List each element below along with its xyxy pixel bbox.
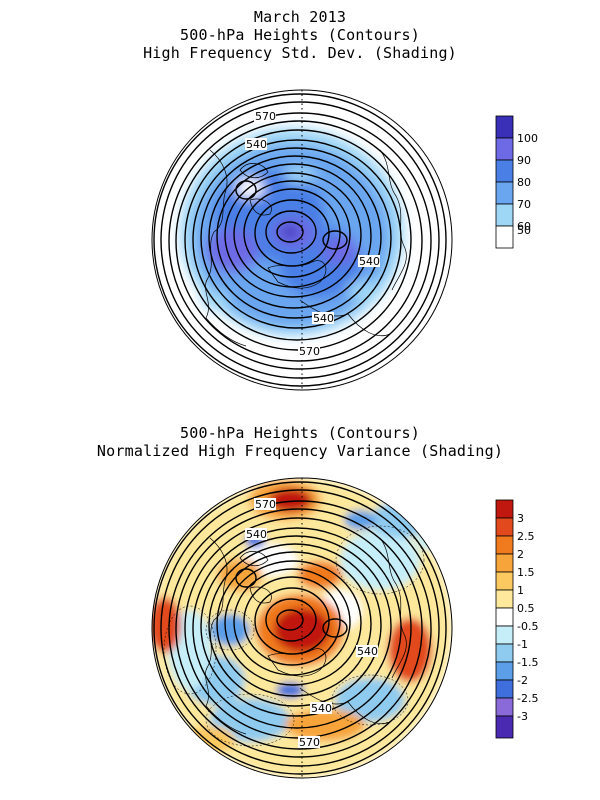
top-title-line-2: 500-hPa Heights (Contours) — [180, 26, 420, 44]
bottom-colorbar-label-1.5: 1.5 — [517, 566, 535, 579]
bottom-colorbar-swatch-7 — [495, 625, 514, 645]
top-colorbar-swatch-2 — [495, 159, 514, 183]
top-height-contours — [153, 93, 447, 387]
bottom-contour-label-570-north: 570 — [255, 498, 276, 511]
bottom-colorbar-label-neg-2.5: -2.5 — [517, 692, 538, 705]
bottom-colorbar-label-neg-0.5: -0.5 — [517, 620, 538, 633]
top-colorbar-swatch-5 — [495, 225, 514, 249]
top-colorbar-label-60: 60 — [517, 220, 531, 233]
bottom-colorbar-swatch-4 — [495, 571, 514, 591]
bottom-colorbar: 3 2.5 2 1.5 1 0.5 -0.5 -1 -1.5 -2 -2.5 -… — [495, 499, 538, 739]
bottom-title-line-1: 500-hPa Heights (Contours) — [180, 424, 420, 442]
bottom-colorbar-swatch-12 — [495, 715, 514, 739]
top-contour-label-540-south: 540 — [313, 312, 334, 325]
top-coastlines — [205, 149, 407, 347]
bottom-colorbar-swatch-6 — [495, 607, 514, 627]
top-colorbar-swatch-0 — [495, 115, 514, 139]
top-colorbar-swatch-4 — [495, 203, 514, 227]
top-colorbar-label-80: 80 — [517, 176, 531, 189]
bottom-colorbar-label-neg-1: -1 — [517, 638, 528, 651]
bottom-colorbar-swatch-10 — [495, 679, 514, 699]
bottom-colorbar-swatch-11 — [495, 697, 514, 717]
top-map: 570 540 540 540 570 — [151, 89, 453, 391]
bottom-contour-labels: 570 540 540 540 570 — [245, 498, 378, 749]
bottom-contour-label-540-south: 540 — [311, 702, 332, 715]
top-colorbar-swatch-1 — [495, 137, 514, 161]
bottom-colorbar-label-neg-3: -3 — [517, 710, 528, 723]
bottom-colorbar-swatch-5 — [495, 589, 514, 609]
top-contour-label-570-south: 570 — [299, 345, 320, 358]
top-title-line-1: March 2013 — [253, 8, 347, 26]
bottom-colorbar-label-1: 1 — [517, 584, 524, 597]
bottom-contour-label-540-north: 540 — [246, 528, 267, 541]
bottom-map: 570 540 540 540 570 — [151, 477, 453, 779]
top-colorbar-label-70: 70 — [517, 198, 531, 211]
bottom-colorbar-label-2.5: 2.5 — [517, 530, 535, 543]
bottom-coastlines — [205, 537, 407, 735]
bottom-colorbar-label-neg-1.5: -1.5 — [517, 656, 538, 669]
top-colorbar-label-50: 50 — [517, 224, 531, 237]
bottom-colorbar-swatch-8 — [495, 643, 514, 663]
bottom-colorbar-swatch-1 — [495, 517, 514, 537]
top-colorbar: 100 90 80 70 60 50 — [495, 115, 538, 249]
bottom-colorbar-label-0.5: 0.5 — [517, 602, 535, 615]
bottom-colorbar-label-neg-2: -2 — [517, 674, 528, 687]
top-contour-label-540-east: 540 — [359, 255, 380, 268]
bottom-title-line-2: Normalized High Frequency Variance (Shad… — [96, 442, 504, 460]
bottom-colorbar-swatch-3 — [495, 553, 514, 573]
bottom-colorbar-swatch-9 — [495, 661, 514, 681]
bottom-variance-contours — [163, 525, 425, 747]
top-contour-labels: 570 540 540 540 570 — [245, 110, 380, 358]
top-contour-label-570-north: 570 — [255, 110, 276, 123]
bottom-colorbar-label-2: 2 — [517, 548, 524, 561]
bottom-contour-label-570-south: 570 — [299, 736, 320, 749]
bottom-colorbar-swatch-0 — [495, 499, 514, 519]
top-title-line-3: High Frequency Std. Dev. (Shading) — [143, 44, 457, 62]
bottom-colorbar-label-3: 3 — [517, 512, 524, 525]
top-colorbar-label-90: 90 — [517, 154, 531, 167]
bottom-contour-label-540-east: 540 — [357, 645, 378, 658]
top-colorbar-label-100: 100 — [517, 132, 538, 145]
top-colorbar-swatch-3 — [495, 181, 514, 205]
bottom-colorbar-swatch-2 — [495, 535, 514, 555]
top-contour-label-540-north: 540 — [246, 138, 267, 151]
